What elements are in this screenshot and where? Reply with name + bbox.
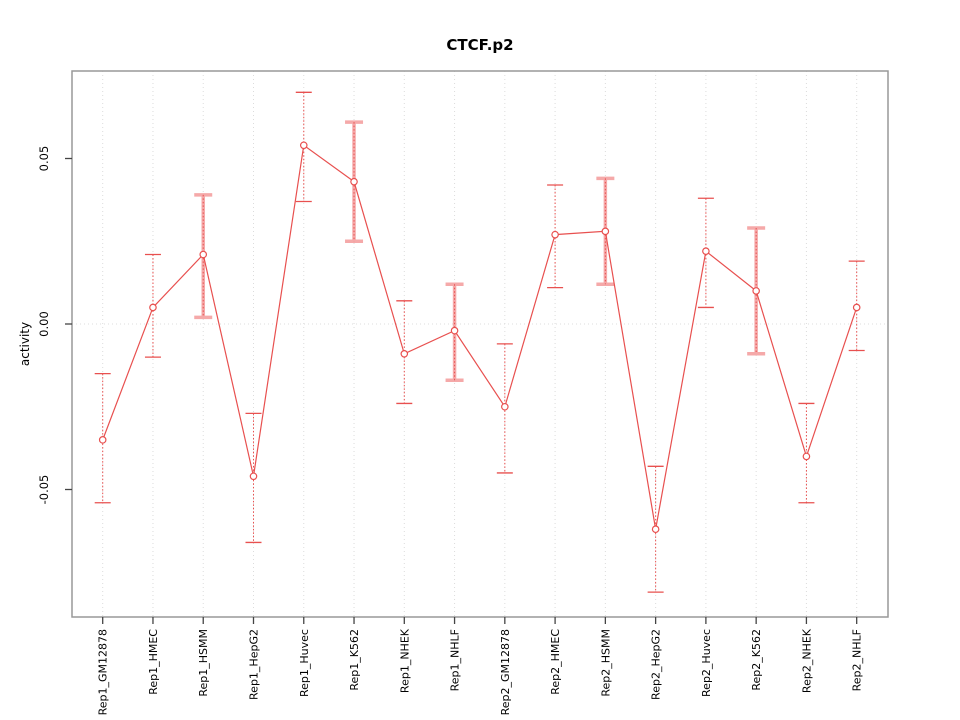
data-point — [651, 525, 660, 534]
series-line — [102, 144, 858, 530]
x-tick-label: Rep1_K562 — [348, 629, 361, 691]
data-points — [98, 141, 861, 534]
data-point — [601, 227, 610, 236]
error-bars — [94, 91, 865, 593]
x-tick-label: Rep2_NHEK — [800, 628, 813, 693]
data-point — [299, 141, 308, 150]
gridlines — [72, 71, 888, 617]
x-tick-label: Rep2_NHLF — [851, 629, 864, 691]
x-tick-label: Rep1_GM12878 — [97, 629, 110, 715]
y-tick-label: -0.05 — [37, 475, 51, 505]
data-point — [98, 436, 107, 444]
x-tick-label: Rep2_HMEC — [549, 629, 562, 695]
x-tick-label: Rep1_NHLF — [449, 629, 462, 691]
x-tick-label: Rep2_GM12878 — [499, 629, 512, 715]
x-tick-label: Rep1_HSMM — [197, 629, 210, 697]
x-tick-label: Rep1_HepG2 — [247, 629, 260, 700]
data-point — [149, 303, 157, 312]
data-point — [350, 177, 358, 186]
axes: -0.05 0.00 0.05 Rep1_GM12878 Rep1_HMEC Rep1_H… — [37, 146, 864, 716]
data-point — [400, 349, 409, 358]
x-tick-label: Rep1_NHEK — [398, 628, 411, 693]
x-tick-label: Rep2_K562 — [750, 629, 763, 691]
data-point — [199, 250, 208, 259]
x-tick-label: Rep2_HSMM — [599, 629, 612, 697]
x-tick-label: Rep2_HepG2 — [650, 629, 663, 700]
data-point — [450, 326, 459, 335]
data-point — [551, 230, 559, 239]
data-point — [752, 287, 760, 295]
x-tick-label: Rep2_Huvec — [700, 629, 713, 697]
data-point — [501, 402, 509, 411]
data-point — [802, 452, 811, 461]
plot-frame — [71, 70, 889, 618]
data-point — [249, 472, 258, 481]
data-point — [702, 247, 710, 255]
data-point — [852, 303, 861, 312]
y-tick-label: 0.00 — [37, 311, 51, 337]
y-tick-label: 0.05 — [37, 146, 51, 172]
x-tick-label: Rep1_HMEC — [147, 629, 160, 695]
x-tick-label: Rep1_Huvec — [298, 629, 311, 697]
chart-title: CTCF.p2 — [446, 36, 514, 54]
